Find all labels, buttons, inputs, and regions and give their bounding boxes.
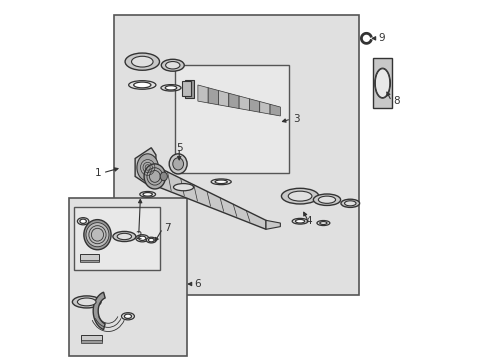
Ellipse shape (165, 86, 176, 90)
Ellipse shape (144, 164, 165, 189)
Ellipse shape (131, 56, 153, 67)
Ellipse shape (125, 53, 159, 70)
Ellipse shape (344, 201, 355, 206)
Bar (174, 65, 289, 173)
Ellipse shape (124, 314, 131, 319)
Ellipse shape (316, 221, 329, 226)
Ellipse shape (91, 228, 103, 241)
Ellipse shape (77, 298, 96, 306)
Ellipse shape (215, 180, 227, 184)
Polygon shape (156, 167, 265, 229)
Ellipse shape (140, 192, 155, 197)
Polygon shape (198, 85, 208, 103)
Ellipse shape (172, 158, 183, 170)
Text: 2: 2 (135, 231, 142, 240)
Polygon shape (239, 96, 249, 111)
Ellipse shape (319, 222, 326, 225)
Ellipse shape (83, 220, 111, 250)
Ellipse shape (86, 222, 109, 247)
Bar (74, 207, 160, 270)
Text: 1: 1 (94, 168, 101, 178)
Text: 7: 7 (164, 224, 171, 233)
Polygon shape (218, 90, 228, 107)
Bar (184, 80, 193, 98)
Ellipse shape (113, 231, 136, 242)
Bar (80, 253, 99, 261)
Text: 3: 3 (292, 114, 299, 124)
Ellipse shape (146, 237, 156, 243)
Ellipse shape (295, 220, 304, 223)
Ellipse shape (374, 68, 389, 98)
Polygon shape (228, 93, 239, 109)
Bar (113, 15, 359, 295)
Ellipse shape (137, 154, 158, 181)
Ellipse shape (169, 154, 187, 174)
Ellipse shape (117, 233, 131, 240)
Ellipse shape (80, 219, 86, 224)
Ellipse shape (313, 194, 340, 206)
Ellipse shape (139, 236, 145, 240)
Bar (372, 58, 391, 108)
Ellipse shape (148, 238, 154, 242)
Polygon shape (208, 88, 218, 105)
Bar (69, 198, 187, 356)
Bar (182, 81, 190, 96)
Text: 6: 6 (194, 279, 201, 289)
Text: 4: 4 (305, 216, 311, 226)
Ellipse shape (72, 296, 101, 308)
Text: 9: 9 (378, 33, 384, 43)
Ellipse shape (281, 188, 318, 204)
Ellipse shape (211, 179, 231, 185)
Ellipse shape (142, 193, 152, 196)
Bar (80, 260, 99, 262)
Ellipse shape (287, 191, 311, 201)
Polygon shape (265, 220, 280, 229)
Ellipse shape (161, 59, 184, 71)
Ellipse shape (77, 218, 89, 225)
Polygon shape (93, 292, 105, 330)
Ellipse shape (318, 196, 335, 203)
Ellipse shape (89, 226, 106, 244)
Text: 8: 8 (392, 96, 399, 106)
Polygon shape (269, 104, 280, 116)
Polygon shape (249, 99, 259, 112)
Ellipse shape (160, 172, 167, 181)
Ellipse shape (173, 184, 193, 191)
Ellipse shape (136, 235, 148, 242)
Bar (81, 335, 102, 341)
Bar (81, 340, 102, 343)
Polygon shape (135, 148, 156, 187)
Ellipse shape (121, 313, 134, 320)
Ellipse shape (292, 219, 307, 224)
Ellipse shape (128, 81, 156, 89)
Ellipse shape (133, 82, 151, 88)
Polygon shape (259, 102, 269, 114)
Ellipse shape (165, 62, 180, 69)
Ellipse shape (161, 85, 181, 91)
Text: 5: 5 (176, 143, 182, 153)
Ellipse shape (340, 199, 359, 207)
